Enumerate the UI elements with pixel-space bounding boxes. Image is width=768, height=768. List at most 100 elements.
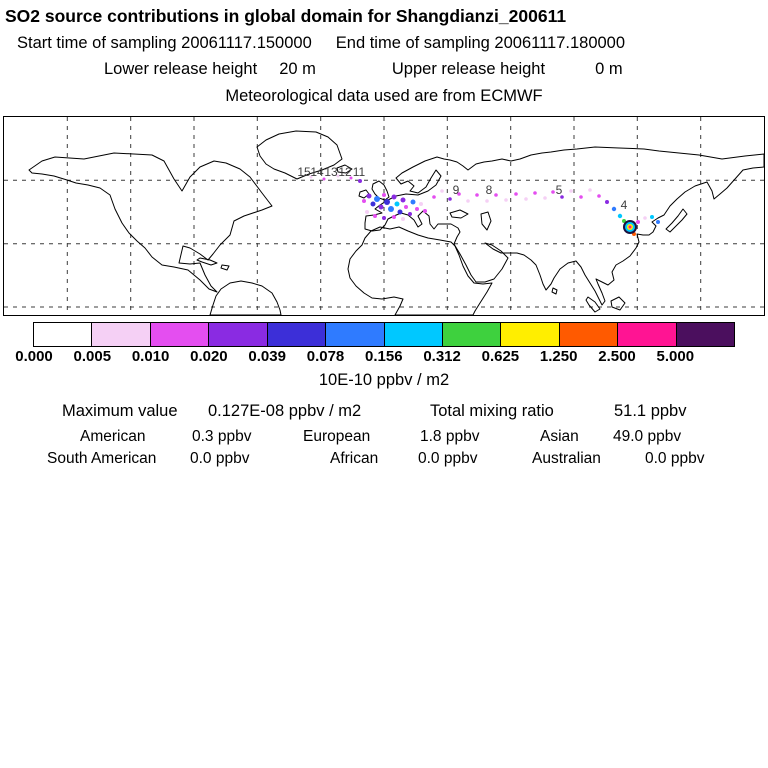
colorbar-tick-label: 1.250 [539,348,578,365]
region-name: African [330,450,379,467]
colorbar-segment [34,323,92,346]
upper-release-value: 0 m [595,60,623,78]
colorbar-unit-label: 10E-10 ppbv / m2 [318,371,450,389]
caspian-sea [480,211,492,231]
data-point [643,216,647,220]
receptor-ring [628,225,632,229]
data-point [551,190,555,194]
data-point [362,199,366,203]
data-point [408,212,412,216]
coast-sumatra [585,296,601,313]
data-point [419,202,423,206]
colorbar-tick-label: 0.312 [423,348,461,365]
stats-regions-row-1: American 0.3 ppbv European 1.8 ppbv Asia… [0,428,768,448]
trajectory-day-label: 11 [353,165,366,179]
data-point [366,193,372,199]
colorbar-segment [91,323,150,346]
coast-japan [665,208,688,233]
data-point [382,193,386,197]
coast-cuba [196,257,218,266]
data-point [650,215,654,219]
data-point [384,199,390,205]
trajectory-day-label: 15 [297,165,311,179]
lower-release-value: 20 m [279,60,316,78]
data-point [611,206,617,212]
region-name: Asian [540,428,579,445]
data-point [423,209,427,213]
release-heights: Lower release height 20 m Upper release … [104,60,623,79]
data-point [365,210,369,214]
colorbar-segment [325,323,384,346]
data-point [588,188,592,192]
colorbar-segment [558,323,618,346]
coast-south-america [209,280,282,315]
data-point [373,214,377,218]
total-mixing-label: Total mixing ratio [430,402,554,420]
colorbar-tick-labels: 0.000 0.005 0.010 0.020 0.039 0.078 0.156 0.312… [0,348,768,365]
stats-max-row: Maximum value 0.127E-08 ppbv / m2 Total … [0,402,768,422]
colorbar-segment [266,323,326,346]
colorbar-segment [208,323,267,346]
data-point [309,175,313,179]
data-point [485,199,489,203]
region-name: European [303,428,371,445]
receptor-marker [623,220,637,234]
data-point [391,194,397,200]
trajectory-day-label: 12 [338,165,352,179]
data-point [457,192,461,196]
coast-eurasia [364,146,764,306]
region-name: Australian [532,450,601,467]
colorbar-segment [500,323,559,346]
colorbar-tick-label: 0.010 [131,348,170,365]
colorbar-tick-label: 0.078 [306,348,345,365]
data-point [524,197,528,201]
data-point [382,216,386,220]
trajectory-day-label: 4 [621,198,628,212]
data-point [656,220,660,224]
data-point [543,196,547,200]
coast-iceland [336,164,353,174]
concentration-points [309,174,660,236]
colorbar-segment [675,323,735,346]
coast-greenland [256,130,343,180]
colorbar [33,322,735,347]
coastlines [28,130,764,315]
colorbar-tick-label: 0.005 [73,348,112,365]
colorbar-tick-label: 0.039 [248,348,286,365]
data-point [622,219,626,223]
colorbar-tick-label: 0.020 [190,348,228,365]
data-point [401,217,405,221]
data-point [322,177,326,181]
region-value: 49.0 ppbv [613,428,682,445]
data-point [533,191,537,195]
figure-title: SO2 source contributions in global domai… [5,6,567,26]
trajectory-day-label: 5 [556,183,563,197]
coast-hispaniola [220,264,230,271]
trajectory-day-label: 14 [310,165,324,179]
region-name: American [80,428,146,445]
data-point [349,176,353,180]
data-point [358,179,362,183]
data-point [370,201,376,207]
colorbar-tick-label: 0.000 [15,348,53,365]
sampling-times: Start time of sampling 20061117.150000 E… [17,34,625,53]
region-value: 0.0 ppbv [418,450,478,467]
max-value: 0.127E-08 ppbv / m2 [208,402,362,420]
trajectory-day-label: 8 [486,183,493,197]
data-point [579,195,583,199]
region-name: South American [47,450,157,467]
colorbar-segment [441,323,501,346]
data-point [636,220,640,224]
data-point [410,199,416,205]
end-time-text: End time of sampling 20061117.180000 [335,34,626,52]
data-point [336,174,340,178]
black-sea [449,209,469,219]
lower-release-label: Lower release height [104,60,258,78]
stats-regions-row-2: South American 0.0 ppbv African 0.0 ppbv… [0,450,768,470]
region-value: 1.8 ppbv [420,428,480,445]
data-point [400,197,406,203]
trajectory-day-label: 9 [453,183,460,197]
graticule [4,117,764,315]
data-point [394,201,400,207]
